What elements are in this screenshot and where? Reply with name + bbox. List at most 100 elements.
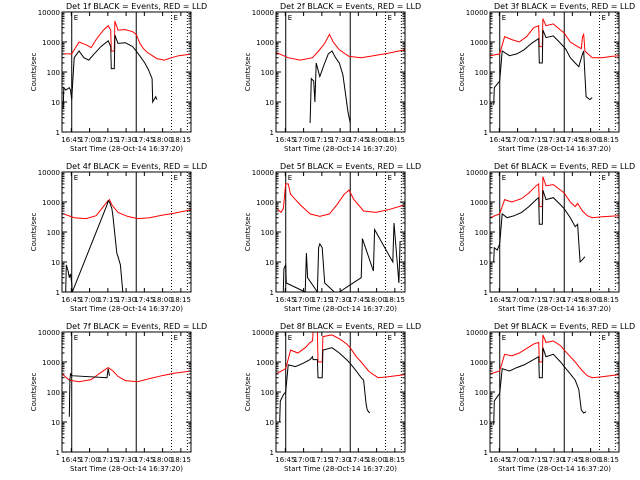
- y-tick-label: 100: [47, 69, 60, 77]
- x-tick-label: 18:15: [385, 456, 405, 464]
- panel-title: Det 6f BLACK = Events, RED = LLD: [494, 162, 635, 171]
- y-tick-label: 10: [479, 419, 488, 427]
- x-axis-label: Start Time (28-Oct-14 16:37:20): [284, 305, 397, 313]
- marker-letter: E: [602, 174, 606, 182]
- x-axis-label: Start Time (28-Oct-14 16:37:20): [284, 465, 397, 473]
- marker-letter: E: [288, 14, 292, 22]
- x-axis-label: Start Time (28-Oct-14 16:37:20): [70, 145, 183, 153]
- x-tick-label: 16:45: [489, 296, 509, 304]
- x-tick-label: 17:30: [544, 136, 564, 144]
- y-axis-label: Counts/sec: [244, 213, 252, 252]
- y-tick-label: 1000: [42, 39, 60, 47]
- panel-title: Det 9f BLACK = Events, RED = LLD: [494, 322, 635, 331]
- y-tick-label: 10000: [252, 169, 274, 177]
- y-tick-label: 10000: [466, 9, 488, 17]
- y-axis-label: Counts/sec: [30, 373, 38, 412]
- x-tick-label: 17:15: [526, 456, 546, 464]
- x-tick-label: 17:00: [79, 456, 99, 464]
- x-tick-label: 17:00: [507, 456, 527, 464]
- x-tick-label: 17:45: [134, 296, 154, 304]
- x-axis-label: Start Time (28-Oct-14 16:37:20): [498, 465, 611, 473]
- y-tick-label: 1: [270, 129, 274, 137]
- panel-title: Det 5f BLACK = Events, RED = LLD: [280, 162, 421, 171]
- y-tick-label: 10000: [466, 169, 488, 177]
- x-tick-label: 17:30: [544, 296, 564, 304]
- x-tick-label: 17:45: [134, 136, 154, 144]
- series-line-lld: [276, 33, 405, 61]
- y-tick-label: 1000: [256, 199, 274, 207]
- x-tick-label: 16:45: [489, 456, 509, 464]
- y-tick-label: 10000: [466, 329, 488, 337]
- x-tick-label: 17:00: [79, 296, 99, 304]
- panel-title: Det 2f BLACK = Events, RED = LLD: [280, 2, 421, 11]
- y-axis-label: Counts/sec: [458, 213, 466, 252]
- x-tick-label: 18:00: [153, 296, 173, 304]
- x-tick-label: 18:15: [599, 296, 619, 304]
- series-line-events: [309, 50, 351, 124]
- series-line-lld: [62, 366, 191, 383]
- x-tick-label: 17:15: [98, 136, 118, 144]
- x-tick-label: 17:30: [544, 456, 564, 464]
- x-tick-label: 17:30: [116, 456, 136, 464]
- x-tick-label: 18:00: [367, 296, 387, 304]
- x-tick-label: 16:45: [61, 296, 81, 304]
- x-tick-label: 17:00: [507, 136, 527, 144]
- y-tick-label: 1: [484, 289, 488, 297]
- x-axis-label: Start Time (28-Oct-14 16:37:20): [284, 145, 397, 153]
- y-tick-label: 1: [270, 289, 274, 297]
- series-line-lld: [62, 198, 191, 220]
- y-axis-label: Counts/sec: [244, 373, 252, 412]
- x-tick-label: 16:45: [275, 296, 295, 304]
- x-tick-label: 17:15: [526, 136, 546, 144]
- series-line-events: [493, 189, 586, 264]
- y-axis-label: Counts/sec: [458, 53, 466, 92]
- x-axis-label: Start Time (28-Oct-14 16:37:20): [498, 145, 611, 153]
- marker-letter: E: [602, 334, 606, 342]
- series-line-events: [493, 347, 587, 425]
- marker-letter: E: [174, 174, 178, 182]
- marker-letter: E: [388, 174, 392, 182]
- x-tick-label: 18:00: [581, 136, 601, 144]
- marker-letter: E: [388, 334, 392, 342]
- marker-letter: E: [388, 14, 392, 22]
- y-tick-label: 1000: [470, 199, 488, 207]
- x-tick-label: 17:15: [526, 296, 546, 304]
- x-tick-label: 18:00: [367, 456, 387, 464]
- x-tick-label: 18:00: [367, 136, 387, 144]
- y-tick-label: 1: [484, 129, 488, 137]
- x-tick-label: 17:45: [348, 456, 368, 464]
- y-tick-label: 100: [261, 229, 274, 237]
- y-axis-label: Counts/sec: [458, 373, 466, 412]
- y-tick-label: 10000: [252, 329, 274, 337]
- x-tick-label: 17:00: [293, 456, 313, 464]
- series-line-lld: [276, 183, 405, 217]
- x-tick-label: 16:45: [61, 456, 81, 464]
- x-tick-label: 17:45: [562, 296, 582, 304]
- series-line-lld: [490, 334, 619, 379]
- x-tick-label: 16:45: [275, 136, 295, 144]
- y-tick-label: 10000: [38, 329, 60, 337]
- panel-title: Det 8f BLACK = Events, RED = LLD: [280, 322, 421, 331]
- y-tick-label: 1000: [42, 199, 60, 207]
- series-line-lld: [276, 332, 405, 379]
- y-tick-label: 10000: [38, 169, 60, 177]
- marker-letter: E: [74, 174, 78, 182]
- panel-title: Det 3f BLACK = Events, RED = LLD: [494, 2, 635, 11]
- y-tick-label: 10000: [252, 9, 274, 17]
- y-axis-label: Counts/sec: [244, 53, 252, 92]
- series-line-lld: [490, 18, 619, 59]
- x-tick-label: 17:00: [79, 136, 99, 144]
- x-tick-label: 17:30: [330, 136, 350, 144]
- y-tick-label: 10: [51, 99, 60, 107]
- y-tick-label: 100: [47, 389, 60, 397]
- y-tick-label: 10: [265, 419, 274, 427]
- y-tick-label: 100: [475, 229, 488, 237]
- x-tick-label: 17:00: [293, 136, 313, 144]
